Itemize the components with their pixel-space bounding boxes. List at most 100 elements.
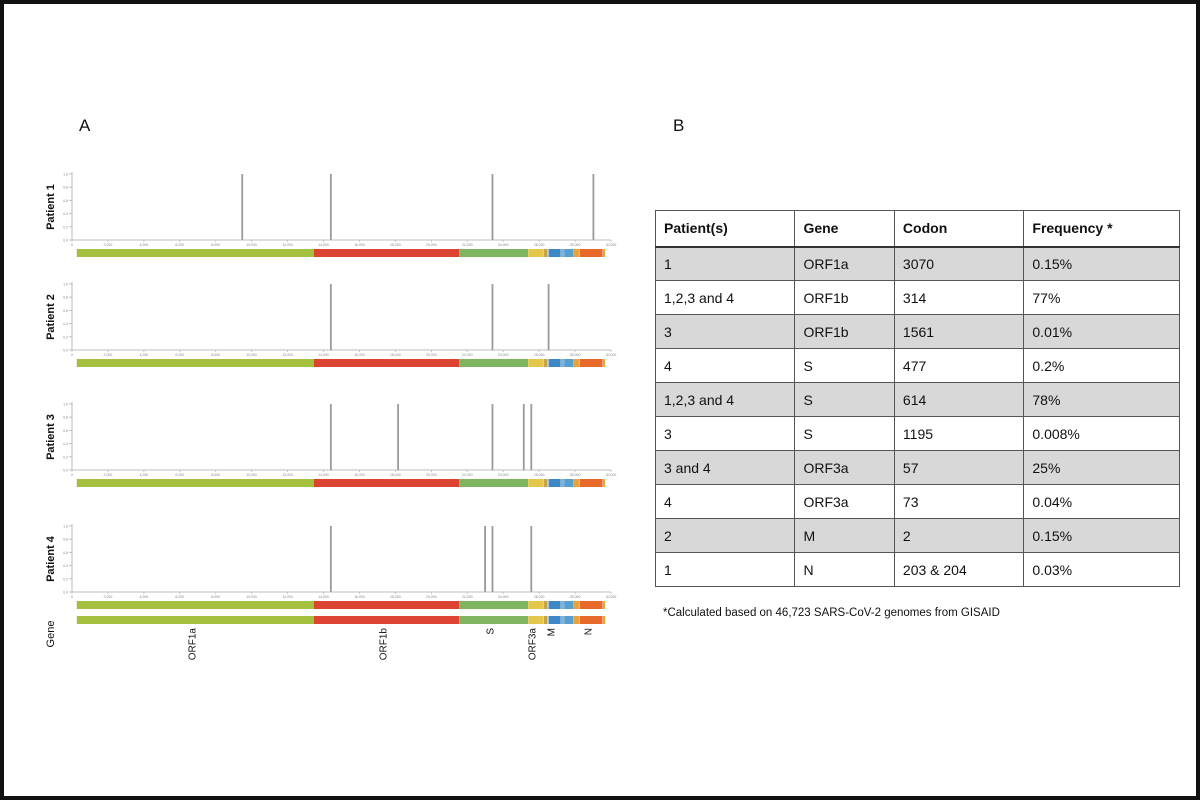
mutation-bar: [241, 174, 244, 240]
gene-label: S: [486, 628, 497, 635]
x-tick-label: 6,000: [175, 243, 184, 247]
y-tick-label: 0.4: [63, 212, 68, 216]
mutation-bar: [491, 404, 494, 470]
x-tick-label: 16,000: [354, 353, 365, 357]
genome-map-segment: [459, 479, 529, 487]
x-tick-label: 28,000: [570, 473, 581, 477]
mutation-bar: [522, 404, 525, 470]
x-tick-label: 20,000: [426, 243, 437, 247]
gene-label: N: [583, 628, 594, 635]
genome-map-segment: [76, 601, 314, 609]
table-row: 3 ORF1b 1561 0.01%: [654, 314, 1180, 349]
header-codon: Codon: [893, 210, 1025, 248]
cell-gene: ORF3a: [794, 484, 895, 519]
cell-gene: ORF1b: [794, 314, 895, 349]
panel-b-label: B: [673, 116, 685, 135]
x-tick-label: 30,000: [606, 353, 617, 357]
cell-frequency: 0.15%: [1023, 246, 1180, 281]
cell-frequency: 0.04%: [1023, 484, 1180, 519]
genome-map-segment: [459, 359, 529, 367]
cell-gene: ORF1a: [794, 246, 895, 281]
genome-map-segment: [543, 479, 548, 487]
cell-patients: 2: [654, 518, 796, 553]
x-tick-label: 26,000: [534, 473, 545, 477]
x-tick-label: 4,000: [139, 473, 148, 477]
genome-map-segment: [313, 359, 460, 367]
cell-frequency: 0.01%: [1023, 314, 1180, 349]
table-row: 1 ORF1a 3070 0.15%: [654, 246, 1180, 281]
y-tick-label: 0.2: [63, 335, 68, 339]
cell-patients: 3: [654, 314, 796, 349]
genome-map-segment: [564, 601, 574, 609]
cell-frequency: 0.2%: [1023, 348, 1180, 383]
genome-map-segment: [573, 479, 580, 487]
y-tick-label: 0.4: [63, 322, 68, 326]
cell-patients: 1: [654, 552, 796, 587]
table-row: 1,2,3 and 4 ORF1b 314 77%: [654, 280, 1180, 315]
genome-map-segment: [459, 601, 529, 609]
x-tick-label: 14,000: [318, 243, 329, 247]
x-tick-label: 6,000: [175, 595, 184, 599]
x-tick-label: 0: [71, 595, 73, 599]
x-tick-label: 14,000: [318, 473, 329, 477]
x-tick-label: 6,000: [175, 473, 184, 477]
y-tick-label: 0.6: [63, 429, 68, 433]
genome-map-segment: [560, 601, 565, 609]
table-row: 2 M 2 0.15%: [654, 518, 1180, 553]
mutation-bar: [491, 284, 494, 350]
x-tick-label: 22,000: [462, 595, 473, 599]
x-tick-label: 18,000: [390, 353, 401, 357]
x-tick-label: 4,000: [139, 595, 148, 599]
x-tick-label: 14,000: [318, 595, 329, 599]
x-tick-label: 4,000: [139, 353, 148, 357]
genome-map-segment: [579, 479, 603, 487]
header-frequency: Frequency *: [1023, 210, 1180, 248]
x-tick-label: 18,000: [390, 473, 401, 477]
table-footnote: *Calculated based on 46,723 SARS-CoV-2 g…: [663, 607, 1000, 619]
cell-patients: 3 and 4: [654, 450, 796, 485]
x-tick-label: 12,000: [282, 243, 293, 247]
gene-label: M: [547, 628, 558, 636]
genome-map-segment: [528, 601, 544, 609]
y-tick-label: 1.0: [63, 173, 68, 177]
cell-codon: 1561: [893, 314, 1025, 349]
mutation-bar: [491, 174, 494, 240]
cell-patients: 3: [654, 416, 796, 451]
genome-map-segment: [313, 249, 460, 257]
x-tick-label: 8,000: [211, 473, 220, 477]
genome-map-segment: [543, 249, 548, 257]
header-patients: Patient(s): [654, 210, 796, 248]
gene-map-segment: [564, 616, 574, 624]
x-tick-label: 0: [71, 353, 73, 357]
genome-map-segment: [548, 479, 561, 487]
y-tick-label: 0.0: [63, 591, 68, 595]
x-tick-label: 20,000: [426, 353, 437, 357]
cell-gene: M: [794, 518, 895, 553]
x-tick-label: 10,000: [246, 353, 257, 357]
y-tick-label: 0.8: [63, 186, 68, 190]
x-tick-label: 26,000: [534, 595, 545, 599]
gene-axis-label: Gene: [45, 621, 57, 648]
cell-codon: 1195: [893, 416, 1025, 451]
genome-map-segment: [579, 249, 603, 257]
x-tick-label: 8,000: [211, 595, 220, 599]
patient-label: Patient 1: [45, 184, 57, 230]
x-tick-label: 10,000: [246, 243, 257, 247]
gene-map-segment: [543, 616, 548, 624]
patient-label: Patient 2: [45, 294, 57, 340]
cell-frequency: 0.15%: [1023, 518, 1180, 553]
patient-label: Patient 4: [45, 535, 57, 582]
panel-a-label: A: [79, 116, 91, 135]
cell-codon: 314: [893, 280, 1025, 315]
x-tick-label: 22,000: [462, 243, 473, 247]
x-tick-label: 24,000: [498, 243, 509, 247]
x-tick-label: 10,000: [246, 473, 257, 477]
y-tick-label: 0.6: [63, 309, 68, 313]
gene-map-segment: [548, 616, 561, 624]
y-tick-label: 0.0: [63, 239, 68, 243]
x-tick-label: 24,000: [498, 353, 509, 357]
mutation-table: Patient(s) Gene Codon Frequency * 1 ORF1…: [654, 210, 1180, 587]
gene-map-segment: [313, 616, 460, 624]
genome-map-segment: [548, 249, 561, 257]
gene-map-segment: [603, 616, 606, 624]
